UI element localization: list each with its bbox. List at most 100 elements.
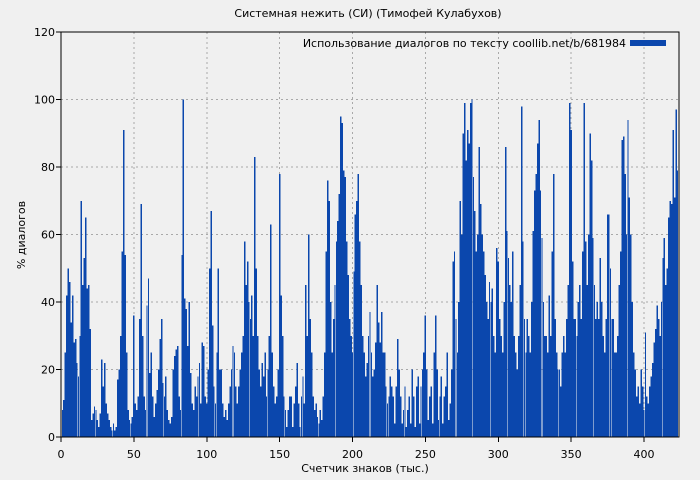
bar	[359, 241, 361, 437]
bar	[124, 254, 126, 437]
bar	[207, 369, 209, 437]
bar	[67, 268, 69, 437]
bar	[577, 302, 580, 437]
bar	[222, 403, 224, 437]
bar	[360, 285, 362, 438]
bar	[184, 298, 186, 438]
bar	[262, 376, 265, 437]
bar	[299, 426, 301, 438]
bar	[147, 278, 150, 438]
bar	[468, 143, 470, 438]
bar	[567, 285, 569, 438]
bar	[242, 335, 244, 437]
bar	[382, 352, 384, 438]
bar	[490, 302, 492, 437]
bar	[493, 335, 495, 437]
bar	[497, 261, 499, 437]
bar	[421, 369, 424, 437]
bar	[671, 204, 673, 438]
bar	[252, 335, 255, 437]
bar	[637, 386, 639, 438]
bar	[117, 379, 119, 438]
bar	[440, 376, 443, 437]
bar	[206, 403, 208, 437]
bar	[146, 305, 148, 438]
bar	[63, 399, 65, 438]
bar	[332, 318, 335, 438]
bar	[539, 190, 542, 438]
bar	[175, 349, 177, 437]
bar	[534, 190, 536, 438]
bar	[516, 369, 518, 437]
bar	[106, 413, 109, 438]
bar	[622, 136, 625, 438]
bar	[325, 251, 327, 438]
bar	[278, 173, 281, 437]
bar	[598, 318, 600, 438]
bar	[592, 237, 594, 438]
bar	[373, 369, 376, 437]
bar	[464, 102, 466, 438]
bar	[388, 396, 390, 437]
bar	[673, 197, 676, 438]
bar	[429, 396, 431, 437]
bar	[509, 285, 511, 438]
bar	[77, 376, 80, 437]
bar	[452, 261, 454, 437]
bar	[557, 369, 559, 437]
x-tick-label: 350	[561, 448, 582, 461]
bar	[589, 133, 591, 437]
bar	[496, 248, 498, 437]
bar	[430, 386, 432, 438]
bar	[570, 129, 572, 438]
bar	[662, 258, 664, 438]
bar	[171, 416, 173, 437]
bar	[363, 352, 365, 438]
bar	[455, 318, 457, 438]
bar	[79, 335, 81, 437]
bar	[675, 109, 677, 438]
bar	[488, 281, 491, 437]
bar	[350, 335, 352, 437]
bar	[465, 160, 467, 437]
bar	[407, 410, 409, 437]
bar	[173, 356, 176, 437]
bar	[286, 426, 288, 438]
bar	[602, 335, 604, 437]
bar	[555, 352, 558, 438]
legend-swatch	[630, 40, 666, 46]
bar	[83, 258, 86, 438]
bar	[155, 403, 157, 437]
bar	[90, 420, 93, 438]
bar	[517, 335, 520, 437]
bar	[74, 339, 77, 438]
bar	[398, 369, 400, 437]
bar	[660, 302, 663, 437]
bar	[139, 318, 141, 438]
bar	[227, 403, 230, 437]
bar	[482, 251, 485, 438]
bar	[433, 352, 435, 438]
bar	[672, 129, 674, 438]
bar	[125, 352, 128, 438]
bar	[354, 214, 357, 437]
bar	[481, 234, 483, 437]
bar	[526, 318, 529, 438]
bar	[258, 369, 260, 437]
bar	[628, 197, 631, 438]
bar	[225, 410, 227, 437]
bar	[245, 285, 247, 438]
bar	[459, 200, 462, 437]
y-tick-label: 100	[34, 94, 55, 107]
y-tick-label: 0	[48, 431, 55, 444]
bar	[617, 335, 619, 437]
bar	[108, 420, 110, 438]
x-tick-label: 100	[196, 448, 217, 461]
bar	[351, 352, 354, 438]
bar	[547, 352, 549, 438]
bar	[571, 261, 574, 437]
bar	[423, 352, 425, 438]
bar	[293, 403, 295, 437]
x-tick-label: 400	[634, 448, 655, 461]
